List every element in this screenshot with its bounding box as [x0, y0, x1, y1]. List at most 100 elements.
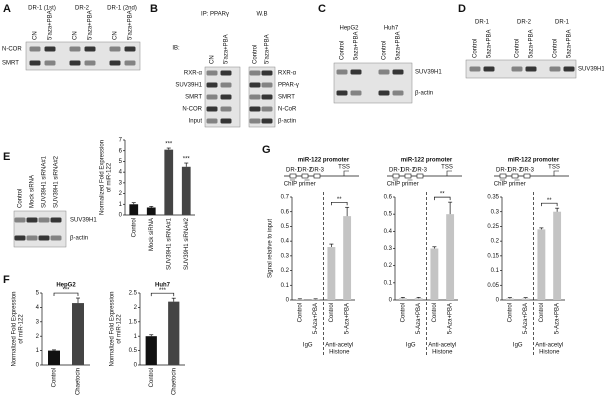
row-label: β-actin: [70, 236, 88, 242]
x-tick-label: Mock siRNA: [149, 218, 155, 251]
y-axis-label: of miR-122: [107, 162, 113, 192]
diagram-label: ChIP primer: [387, 182, 419, 188]
band: [249, 70, 261, 76]
band: [511, 66, 523, 72]
band: [50, 217, 62, 223]
lane-label: SUV39H1 siRNA#1: [42, 155, 48, 208]
band: [378, 69, 390, 75]
band: [124, 60, 136, 66]
group-label: Anti-acetyl: [325, 343, 353, 349]
diagram-label: TSS: [441, 165, 453, 171]
y-tick-label: 1: [134, 334, 138, 340]
diagram-label: DR-3: [310, 168, 325, 174]
lane-label: 5aza+PBA: [396, 31, 402, 60]
dr-element: [499, 173, 507, 179]
bar: [430, 248, 439, 300]
band: [220, 94, 232, 100]
bar: [521, 298, 530, 300]
lane-label: Control: [515, 39, 521, 58]
panel-label: C: [318, 3, 326, 15]
lane-label: Control: [553, 39, 559, 58]
lane-label: 5aza+PBA: [529, 29, 535, 58]
band: [109, 60, 121, 66]
bar: [48, 350, 60, 365]
y-tick-label: 4: [119, 170, 123, 176]
x-tick-label: 5-Aza+PBA: [345, 303, 351, 334]
band: [261, 94, 273, 100]
lane-label: 5aza+PBA: [567, 29, 573, 58]
y-tick-label: 0.1: [491, 268, 500, 274]
row-label: β-actin: [415, 91, 433, 97]
bar: [398, 298, 407, 300]
lane-label: CN: [113, 31, 119, 40]
y-axis-label: Normalized Fold Expression: [100, 140, 106, 215]
panel-label: B: [150, 3, 158, 15]
significance-label: ***: [183, 157, 191, 163]
bar: [72, 303, 84, 365]
dr-element: [392, 173, 400, 179]
band: [26, 217, 38, 223]
lane-label: Control: [253, 45, 259, 64]
y-tick-label: 0.1: [384, 280, 393, 286]
lane-label: Control: [473, 39, 479, 58]
row-label: RXR-α: [278, 71, 297, 77]
row-label: PPAR-γ: [278, 83, 299, 89]
group-label: DR-2: [75, 6, 90, 12]
bar: [181, 166, 191, 215]
y-tick-label: 0.7: [281, 195, 290, 201]
y-tick-label: 5: [36, 291, 40, 297]
x-tick-label: Control: [329, 303, 335, 322]
y-tick-label: 0.3: [281, 253, 290, 259]
band: [220, 118, 232, 124]
bar: [295, 299, 304, 300]
band: [69, 60, 81, 66]
y-tick-label: 3: [119, 180, 123, 186]
band: [38, 235, 50, 241]
band: [469, 66, 481, 72]
x-tick-label: Control: [539, 303, 545, 322]
group-label: IgG: [406, 343, 416, 349]
lane-label: 5'aza+PBA: [48, 10, 54, 40]
row-label: SUV39H1: [70, 218, 97, 224]
bar: [129, 204, 139, 215]
y-tick-label: 1.5: [129, 319, 138, 325]
y-axis-label: of miR-122: [19, 314, 25, 344]
significance-label: ***: [62, 288, 70, 294]
ip-label: IP: PPARγ: [201, 12, 229, 18]
y-tick-label: 2: [134, 305, 138, 311]
group-label: Histone: [539, 350, 560, 356]
diagram-label: ChIP primer: [494, 182, 526, 188]
row-label: SMRT: [278, 95, 295, 101]
y-tick-label: 0: [134, 363, 138, 369]
significance-label: **: [547, 198, 552, 204]
row-label: RXR-α: [184, 71, 203, 77]
band: [220, 70, 232, 76]
y-axis-label: of miR-122: [117, 314, 123, 344]
group-label: DR-1: [555, 20, 570, 26]
band: [50, 235, 62, 241]
y-tick-label: 0.4: [384, 229, 393, 235]
row-label: SUV39H1: [175, 83, 202, 89]
y-tick-label: 0.2: [491, 239, 500, 245]
blot: [13, 210, 67, 248]
y-tick-label: 7: [119, 138, 123, 144]
band: [14, 235, 26, 241]
lane-label: Control: [340, 41, 346, 60]
x-tick-label: Control: [131, 218, 137, 237]
diagram-label: DR-1: [389, 168, 404, 174]
chart-title: Huh7: [155, 283, 171, 289]
chart-title: miR-122 promoter: [401, 158, 453, 164]
bar: [327, 247, 336, 300]
bar: [505, 298, 514, 300]
y-tick-label: 0.1: [281, 283, 290, 289]
y-tick-label: 4: [36, 305, 40, 311]
group-label: Anti-acetyl: [535, 343, 563, 349]
group-label: IgG: [303, 343, 313, 349]
x-tick-label: SUV39H1 siRNA#2: [184, 217, 190, 270]
y-tick-label: 0: [119, 213, 123, 219]
lane-label: 5aza+PBA: [487, 29, 493, 58]
lane-label: CN: [210, 55, 216, 64]
band: [206, 94, 218, 100]
dr-element: [289, 173, 297, 179]
band: [84, 46, 96, 52]
